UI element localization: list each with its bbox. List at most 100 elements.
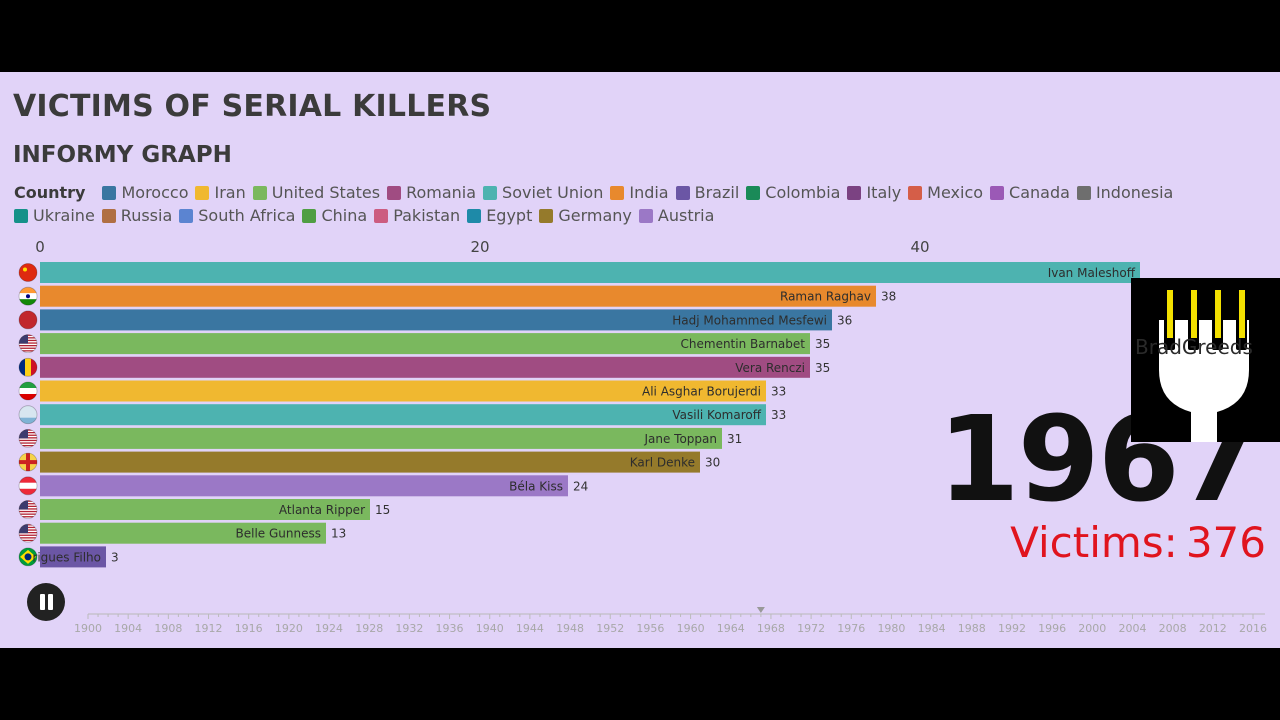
timeline-handle[interactable] <box>756 607 765 613</box>
legend-swatch <box>746 185 761 200</box>
timeline-year[interactable]: 1928 <box>355 622 383 635</box>
legend-item: Austria <box>638 206 715 225</box>
legend-item: Pakistan <box>374 206 460 225</box>
bar-label: Raman Raghav <box>780 290 871 304</box>
bar-chart: 0 20 40 Ivan Maleshoff50 Raman Raghav 38 Hadj … <box>18 238 1140 568</box>
legend-swatch <box>302 208 317 223</box>
legend-item: Brazil <box>675 183 739 202</box>
timeline-year[interactable]: 1916 <box>235 622 263 635</box>
timeline-year[interactable]: 1972 <box>797 622 825 635</box>
bar-row: Jane Toppan 31 <box>18 427 742 449</box>
flag-icon <box>18 263 38 282</box>
timeline-year[interactable]: 1988 <box>958 622 986 635</box>
bar <box>40 475 568 497</box>
bar-value: 3 <box>111 550 119 564</box>
flag-icon <box>18 405 38 425</box>
legend-label: United States <box>271 183 381 202</box>
legend-label: Soviet Union <box>502 183 604 202</box>
timeline-year[interactable]: 1936 <box>436 622 464 635</box>
legend-swatch <box>252 185 267 200</box>
pause-icon <box>40 594 45 610</box>
flag-icon <box>18 286 38 306</box>
legend-swatch <box>908 185 923 200</box>
legend-swatch <box>374 208 389 223</box>
flag-icon <box>18 452 38 472</box>
bar-value: 30 <box>705 456 720 470</box>
bar-label: Karl Denke <box>630 456 695 470</box>
bar-label: Belle Gunness <box>236 527 321 541</box>
bar <box>40 522 326 544</box>
timeline-year[interactable]: 2016 <box>1239 622 1267 635</box>
legend-swatch <box>990 185 1005 200</box>
pause-button[interactable] <box>27 583 65 621</box>
channel-logo: BradGreeds <box>1131 278 1280 442</box>
timeline-year[interactable]: 2004 <box>1118 622 1146 635</box>
x-tick-label: 40 <box>910 238 929 256</box>
flag-icon <box>18 523 38 543</box>
bar-value: 15 <box>375 503 390 517</box>
legend-item: South Africa <box>179 206 295 225</box>
bar-row: rigues Filho 3 <box>18 546 119 568</box>
legend-title: Country <box>14 183 86 202</box>
timeline-year[interactable]: 1980 <box>877 622 905 635</box>
legend-label: Pakistan <box>393 206 461 225</box>
timeline-year[interactable]: 1952 <box>596 622 624 635</box>
bar <box>40 356 810 378</box>
legend-swatch <box>101 208 116 223</box>
timeline-year[interactable]: 1984 <box>918 622 946 635</box>
legend-label: Russia <box>120 206 173 225</box>
bar-label: Béla Kiss <box>509 479 563 493</box>
timeline-year[interactable]: 1992 <box>998 622 1026 635</box>
timeline-year[interactable]: 1960 <box>677 622 705 635</box>
legend-item: Canada <box>990 183 1070 202</box>
bar-row: Karl Denke 30 <box>18 451 720 473</box>
bar-row: Hadj Mohammed Mesfewi 36 <box>18 309 852 331</box>
legend-item: Colombia <box>746 183 840 202</box>
bar-label: Atlanta Ripper <box>279 503 365 517</box>
timeline-year[interactable]: 2012 <box>1199 622 1227 635</box>
timeline-year[interactable]: 1976 <box>837 622 865 635</box>
timeline-year[interactable]: 1920 <box>275 622 303 635</box>
x-axis: 0 20 40 <box>35 238 929 256</box>
timeline-year[interactable]: 2008 <box>1159 622 1187 635</box>
legend-item: Romania <box>387 183 476 202</box>
logo-watermark: BradGreeds <box>1135 335 1253 359</box>
legend-swatch <box>675 185 690 200</box>
legend-label: Romania <box>406 183 477 202</box>
legend-item: Ukraine <box>14 206 95 225</box>
legend-label: Iran <box>214 183 246 202</box>
timeline-year[interactable]: 1940 <box>476 622 504 635</box>
legend-item: Indonesia <box>1076 183 1173 202</box>
bar-label: Ivan Maleshoff <box>1048 266 1136 280</box>
timeline-year[interactable]: 1904 <box>114 622 142 635</box>
timeline-year[interactable]: 1996 <box>1038 622 1066 635</box>
timeline-year[interactable]: 1956 <box>636 622 664 635</box>
legend-item: Iran <box>195 183 246 202</box>
bar-label: Chementin Barnabet <box>681 337 806 351</box>
timeline-year[interactable]: 1900 <box>74 622 102 635</box>
bar-label: Hadj Mohammed Mesfewi <box>672 313 827 327</box>
bar-value: 36 <box>837 313 852 327</box>
timeline-year[interactable]: 1964 <box>717 622 745 635</box>
year-timeline[interactable]: 1900 1904 1908 1912 1916 1920 1924 1928 1932 1936… <box>0 592 1280 642</box>
timeline-year[interactable]: 1968 <box>757 622 785 635</box>
bar-value: 38 <box>881 290 896 304</box>
legend-item: United States <box>252 183 381 202</box>
timeline-year[interactable]: 1932 <box>395 622 423 635</box>
x-tick-label: 0 <box>35 238 45 256</box>
timeline-year[interactable]: 1908 <box>154 622 182 635</box>
timeline-year[interactable]: 1912 <box>195 622 223 635</box>
timeline-year[interactable]: 1948 <box>556 622 584 635</box>
bar <box>40 404 766 426</box>
timeline-year[interactable]: 2000 <box>1078 622 1106 635</box>
legend-label: Austria <box>657 206 715 225</box>
chart-title: VICTIMS OF SERIAL KILLERS <box>13 89 492 124</box>
legend-swatch <box>638 208 653 223</box>
timeline-year[interactable]: 1924 <box>315 622 343 635</box>
x-tick-label: 20 <box>470 238 489 256</box>
legend-label: Germany <box>558 206 632 225</box>
legend-swatch <box>14 208 28 223</box>
timeline-year[interactable]: 1944 <box>516 622 544 635</box>
legend-swatch <box>387 185 402 200</box>
bar-label: Vera Renczi <box>735 361 805 375</box>
